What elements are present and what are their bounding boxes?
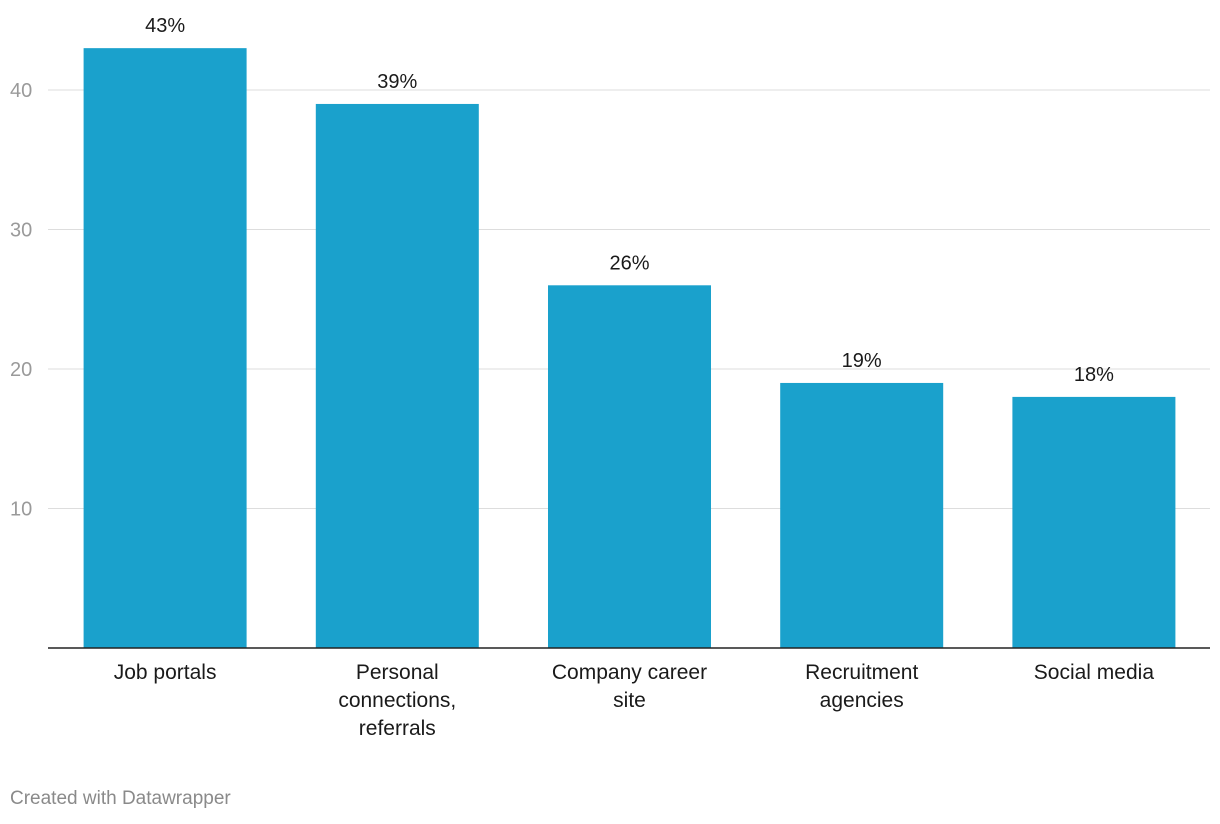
bar-value-label: 18% (1074, 364, 1114, 386)
bar-value-label: 26% (609, 252, 649, 274)
y-tick-label: 10 (10, 499, 32, 521)
bar-value-label: 39% (377, 71, 417, 93)
x-tick-label: Personal connections, referrals (338, 661, 456, 740)
bar (83, 48, 247, 648)
bar (315, 103, 479, 648)
x-tick-label: Recruitment agencies (805, 661, 918, 712)
x-tick-label: Company career site (552, 661, 707, 712)
datawrapper-credit[interactable]: Created with Datawrapper (10, 788, 231, 809)
x-tick-label: Social media (1034, 661, 1155, 684)
bar (780, 382, 944, 648)
y-tick-label: 20 (10, 359, 32, 381)
bar-value-label: 43% (145, 15, 185, 37)
bar (1012, 396, 1176, 648)
x-tick-label: Job portals (114, 661, 217, 684)
y-tick-label: 40 (10, 80, 32, 102)
bar (548, 285, 711, 648)
bar-value-label: 19% (842, 350, 882, 372)
y-tick-label: 30 (10, 220, 32, 242)
